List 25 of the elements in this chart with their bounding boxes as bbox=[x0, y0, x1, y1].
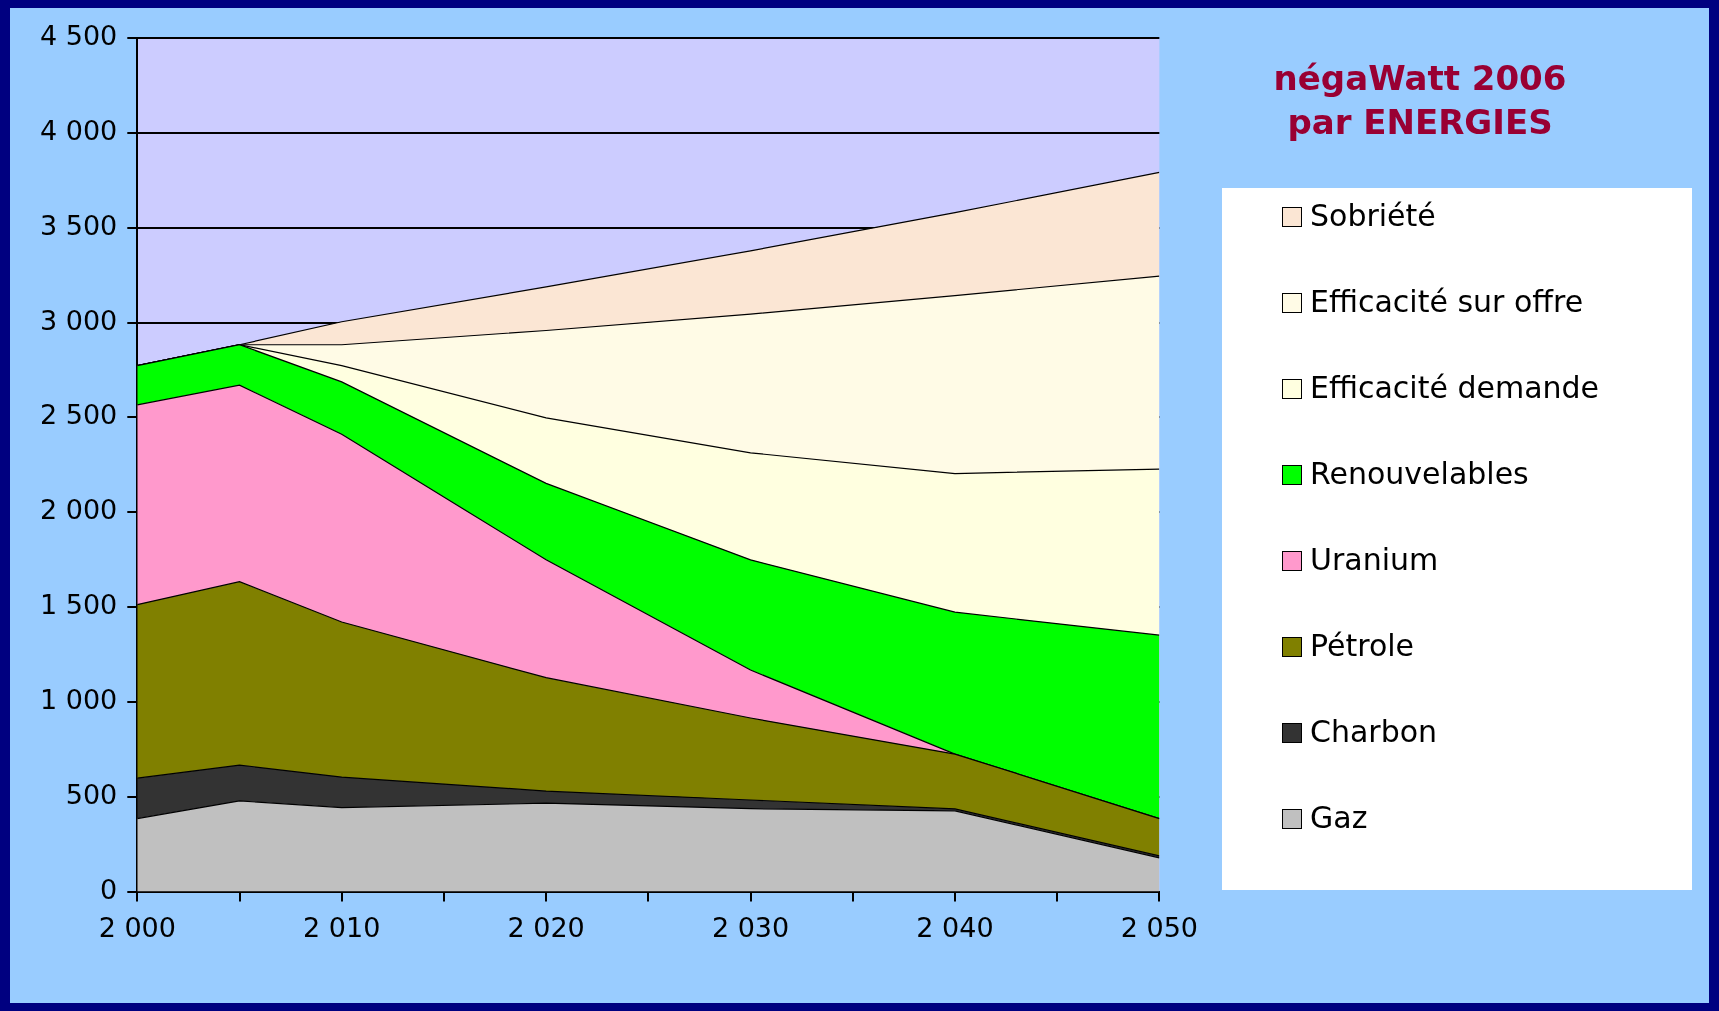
y-tick-label: 0 bbox=[100, 873, 118, 905]
legend-label: Renouvelables bbox=[1310, 456, 1529, 492]
y-tick-label: 1 500 bbox=[40, 589, 118, 621]
y-tick-label: 2 500 bbox=[40, 399, 118, 431]
y-tick-label: 3 500 bbox=[40, 209, 118, 241]
x-tick-label: 2 010 bbox=[303, 911, 381, 943]
y-tick-label: 500 bbox=[65, 778, 118, 810]
y-tick-label: 1 000 bbox=[40, 683, 118, 715]
legend-label: Uranium bbox=[1310, 542, 1439, 578]
legend-label: Efficacité sur offre bbox=[1310, 284, 1584, 320]
y-tick-label: 3 000 bbox=[40, 304, 118, 336]
text: négaWatt 2006 par ENERGIES bbox=[1272, 57, 1568, 144]
y-tick-label: 4 000 bbox=[40, 114, 118, 146]
legend-label: Charbon bbox=[1310, 714, 1438, 750]
x-tick-label: 2 020 bbox=[507, 911, 585, 943]
legend-label: Sobriété bbox=[1310, 198, 1436, 234]
x-tick-label: 2 030 bbox=[711, 911, 790, 943]
legend-label: Pétrole bbox=[1310, 628, 1415, 664]
legend-label: Gaz bbox=[1310, 800, 1368, 836]
x-tick-label: 2 040 bbox=[916, 911, 994, 943]
y-tick-label: 4 500 bbox=[40, 20, 118, 52]
x-tick-label: 2 000 bbox=[98, 911, 176, 943]
legend-label: Efficacité demande bbox=[1310, 370, 1600, 406]
x-tick-label: 2 050 bbox=[1120, 911, 1198, 943]
y-tick-label: 2 000 bbox=[40, 494, 118, 526]
